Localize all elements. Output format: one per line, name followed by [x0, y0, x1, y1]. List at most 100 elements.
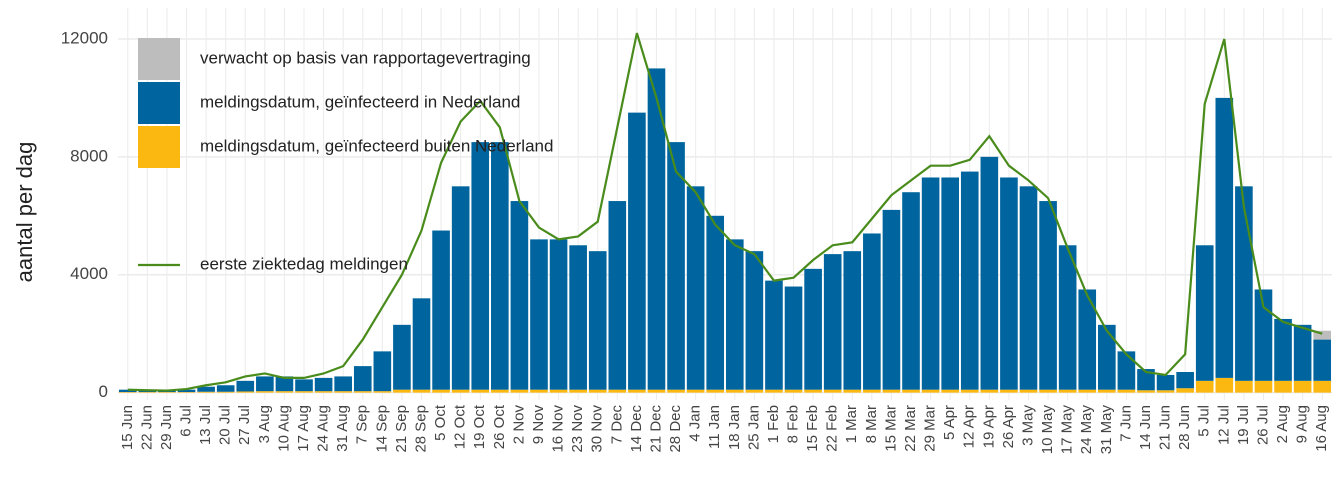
bar — [902, 192, 920, 390]
bar — [1137, 390, 1155, 393]
x-tick-label: 20 Jul — [217, 405, 234, 445]
bar — [275, 391, 294, 393]
bar — [1098, 324, 1116, 390]
y-tick-label: 4000 — [70, 264, 108, 283]
x-tick-label: 9 Nov — [530, 405, 547, 445]
y-axis-title: aantal per dag — [12, 142, 37, 283]
bar — [491, 142, 509, 390]
x-tick-label: 4 Jan — [687, 405, 704, 442]
bar — [1137, 369, 1155, 391]
x-tick-label: 18 Jan — [726, 405, 743, 450]
bar — [216, 391, 235, 393]
x-tick-label: 14 Dec — [628, 405, 645, 453]
x-tick-label: 2 Nov — [510, 405, 527, 445]
bar — [980, 156, 999, 390]
x-tick-label: 13 Jul — [197, 405, 214, 445]
bar — [667, 389, 685, 393]
bar — [725, 239, 744, 390]
bar — [177, 392, 196, 393]
x-tick-label: 14 Sep — [373, 405, 390, 453]
x-tick-label: 19 Jul — [1235, 405, 1252, 445]
x-tick-label: 16 Aug — [1313, 405, 1330, 452]
bar — [667, 142, 685, 390]
bar — [353, 366, 372, 392]
bar — [1254, 289, 1273, 381]
bar — [569, 389, 587, 393]
bar — [275, 376, 294, 392]
bar — [353, 391, 372, 393]
bar — [1156, 390, 1175, 393]
x-tick-label: 29 Jun — [158, 405, 175, 450]
bar — [1058, 389, 1077, 393]
x-tick-label: 12 Apr — [961, 405, 978, 448]
bar — [118, 392, 137, 393]
bar — [1078, 389, 1097, 393]
bar — [588, 251, 607, 390]
bar — [1058, 245, 1077, 390]
bar — [373, 391, 392, 393]
x-tick-label: 29 Mar — [922, 405, 939, 452]
bar — [197, 391, 215, 393]
x-tick-label: 27 Jul — [236, 405, 253, 445]
bar — [804, 268, 822, 390]
x-tick-label: 15 Jun — [119, 405, 136, 450]
bar — [980, 389, 999, 393]
bar — [197, 386, 215, 392]
bar — [804, 389, 822, 393]
bar — [1274, 318, 1292, 381]
x-tick-label: 21 Dec — [647, 405, 664, 453]
bar — [510, 389, 529, 393]
x-tick-label: 26 Oct — [491, 404, 508, 449]
legend-swatch — [138, 38, 180, 80]
bar — [1195, 245, 1214, 381]
bar — [1274, 380, 1292, 393]
bar — [784, 286, 803, 390]
x-tick-label: 22 Jun — [138, 405, 155, 450]
bar — [628, 389, 646, 393]
bar — [608, 201, 627, 390]
bar — [902, 389, 920, 393]
bar — [843, 389, 862, 393]
bar — [314, 391, 333, 393]
x-tick-label: 17 Aug — [295, 405, 312, 452]
x-tick-label: 5 Apr — [941, 405, 958, 440]
line — [127, 32, 1323, 392]
x-tick-label: 2 Aug — [1274, 405, 1291, 443]
bar — [1293, 324, 1312, 381]
bar — [784, 389, 803, 393]
bar — [118, 389, 137, 393]
bar — [373, 351, 392, 392]
bar — [960, 171, 979, 390]
y-tick-label: 12000 — [61, 28, 108, 47]
legend-label: eerste ziektedag meldingen — [200, 254, 408, 273]
bar — [647, 389, 666, 393]
bar — [1000, 177, 1018, 390]
bar — [256, 391, 274, 393]
bar — [1039, 389, 1057, 393]
bar — [1235, 380, 1253, 393]
bar — [412, 298, 431, 390]
bar — [1117, 389, 1136, 393]
bar — [863, 389, 881, 393]
bar — [686, 389, 705, 393]
x-tick-label: 28 Jun — [1176, 405, 1193, 450]
bar — [941, 177, 959, 390]
bar — [432, 230, 450, 390]
bar — [1313, 330, 1332, 340]
bar — [1019, 389, 1038, 393]
legend-swatch — [138, 126, 180, 168]
bar — [843, 251, 862, 390]
bar — [1176, 388, 1194, 393]
bar — [765, 389, 783, 393]
bar — [256, 376, 274, 392]
x-tick-label: 3 May — [1019, 405, 1036, 446]
bar — [549, 389, 568, 393]
x-tick-label: 7 Sep — [354, 405, 371, 444]
bar — [706, 389, 725, 393]
bar — [686, 186, 705, 390]
x-tick-label: 17 May — [1059, 405, 1076, 455]
x-tick-label: 12 Oct — [452, 404, 469, 449]
x-tick-label: 19 Oct — [471, 404, 488, 449]
bar — [295, 379, 313, 392]
x-tick-label: 24 May — [1078, 405, 1095, 455]
